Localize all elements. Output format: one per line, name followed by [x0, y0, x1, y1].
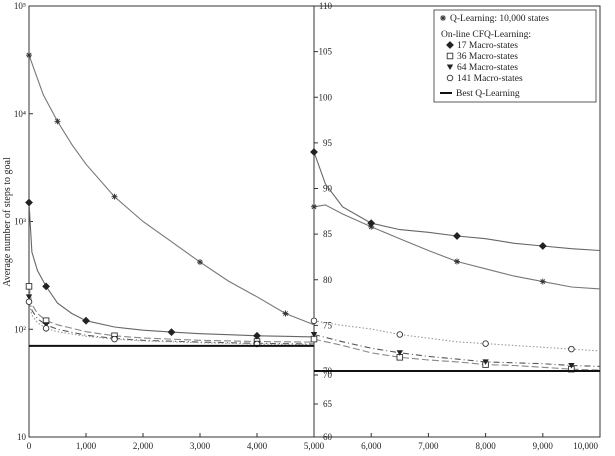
- right-y-tick-label: 60: [323, 432, 333, 442]
- right-series-36-macro-states: [313, 338, 601, 371]
- right-y-tick-label: 80: [323, 275, 333, 285]
- right-series-64-macro-states: [313, 333, 601, 367]
- legend-marker-36-macro-states: [446, 52, 454, 60]
- right-x-tick-label: 10,000: [573, 441, 598, 451]
- left-point-141-macro-states: [25, 298, 33, 305]
- right-series-q-learning-10-000-states: [313, 204, 601, 290]
- right-point-17-macro-states: [538, 242, 547, 250]
- left-point-36-macro-states: [25, 283, 33, 290]
- left-point-q-learning-10-000-states: [282, 310, 289, 317]
- left-point-17-macro-states: [253, 331, 261, 340]
- right-point-64-macro-states: [396, 350, 403, 356]
- left-x-tick-label: 3,000: [190, 441, 211, 451]
- legend-marker-q-learning-10-000-states: [440, 15, 446, 21]
- left-point-17-macro-states: [25, 198, 33, 207]
- legend-marker-q-learning-10-000-states-stroke: [440, 15, 446, 21]
- right-y-tick-label: 75: [323, 320, 333, 330]
- left-series-q-learning-10-000-states: [28, 54, 315, 326]
- left-point-q-learning-10-000-states: [197, 259, 203, 266]
- right-y-tick-label: 110: [319, 1, 333, 11]
- legend-label-36-macro-states: 36 Macro-states: [457, 52, 518, 62]
- legend-label-17-macro-states: 17 Macro-states: [457, 41, 518, 51]
- left-y-tick-label: 10⁵: [14, 1, 26, 11]
- right-x-tick-label: 9,000: [533, 441, 554, 451]
- right-point-141-macro-states: [310, 317, 318, 325]
- legend-box: [433, 9, 597, 103]
- legend-label-best-q-learning: Best Q-Learning: [456, 89, 520, 99]
- right-point-q-learning-10-000-states-stroke: [454, 259, 460, 264]
- legend-label-on-line-cfq-learning: On-line CFQ-Learning:: [441, 30, 531, 40]
- y-axis-label: Average number of steps to goal: [2, 157, 13, 287]
- left-y-tick-label: 10: [17, 432, 27, 442]
- right-series-141-macro-states: [313, 320, 601, 352]
- right-point-17-macro-states: [367, 219, 376, 228]
- right-y-tick-label: 100: [319, 92, 333, 102]
- left-series-17-macro-states: [28, 202, 315, 338]
- right-point-141-macro-states: [568, 345, 575, 353]
- left-point-q-learning-10-000-states-stroke: [26, 52, 32, 58]
- left-point-q-learning-10-000-states-stroke: [197, 259, 203, 265]
- left-series-141-macro-states: [28, 301, 315, 346]
- left-x-tick-label: 1,000: [76, 441, 97, 451]
- right-y-tick-label: 85: [323, 229, 333, 239]
- right-x-tick-label: 7,000: [418, 441, 439, 451]
- right-point-141-macro-states: [396, 331, 404, 338]
- left-series-64-macro-states: [28, 296, 315, 345]
- left-point-64-macro-states: [25, 294, 33, 300]
- left-y-tick-label: 10²: [14, 324, 26, 334]
- right-point-q-learning-10-000-states: [311, 203, 317, 210]
- legend-marker-17-macro-states: [446, 41, 454, 49]
- left-point-141-macro-states: [42, 325, 50, 332]
- right-x-tick-label: 6,000: [361, 441, 382, 451]
- right-y-tick-label: 70: [323, 370, 333, 380]
- legend-marker-141-macro-states: [446, 74, 454, 82]
- left-point-141-macro-states: [111, 335, 118, 343]
- legend-label-q-learning-10-000-states: Q-Learning: 10,000 states: [450, 14, 549, 24]
- legend-marker-64-macro-states: [446, 64, 454, 70]
- right-y-tick-label: 95: [323, 138, 333, 148]
- right-point-64-macro-states: [482, 359, 489, 365]
- right-point-141-macro-states: [482, 340, 489, 347]
- right-y-tick-label: 105: [319, 47, 333, 57]
- left-point-q-learning-10-000-states: [26, 52, 32, 59]
- right-point-q-learning-10-000-states-stroke: [540, 279, 546, 285]
- right-y-tick-label: 90: [323, 184, 333, 194]
- right-point-64-macro-states: [568, 363, 575, 369]
- legend-label-64-macro-states: 64 Macro-states: [457, 63, 518, 73]
- left-point-17-macro-states: [42, 282, 51, 291]
- right-point-64-macro-states: [310, 332, 318, 338]
- left-point-q-learning-10-000-states-stroke: [283, 311, 288, 316]
- left-point-q-learning-10-000-states-stroke: [112, 194, 117, 200]
- right-point-q-learning-10-000-states: [454, 258, 460, 265]
- right-y-tick-label: 65: [323, 399, 333, 409]
- left-x-tick-label: 2,000: [133, 441, 154, 451]
- left-y-tick-label: 10³: [14, 217, 26, 227]
- left-point-q-learning-10-000-states: [111, 193, 118, 200]
- right-plot-frame: [313, 5, 601, 438]
- left-x-tick-label: 0: [27, 441, 32, 451]
- right-series-17-macro-states: [313, 151, 601, 252]
- right-x-tick-label: 8,000: [475, 441, 496, 451]
- left-point-64-macro-states: [42, 322, 50, 328]
- left-point-17-macro-states: [167, 328, 176, 337]
- legend-label-141-macro-states: 141 Macro-states: [457, 74, 523, 84]
- left-point-q-learning-10-000-states: [54, 118, 61, 125]
- left-series-36-macro-states: [28, 286, 315, 343]
- right-x-tick-label: 5,000: [304, 441, 325, 451]
- right-point-q-learning-10-000-states-stroke: [311, 204, 317, 210]
- right-point-q-learning-10-000-states: [539, 278, 546, 285]
- left-point-q-learning-10-000-states-stroke: [55, 118, 60, 124]
- right-point-17-macro-states: [453, 232, 461, 240]
- left-y-tick-label: 10⁴: [14, 109, 26, 119]
- left-point-17-macro-states: [82, 316, 90, 325]
- left-x-tick-label: 4,000: [247, 441, 268, 451]
- right-point-17-macro-states: [310, 148, 318, 156]
- left-plot-frame: [28, 5, 315, 438]
